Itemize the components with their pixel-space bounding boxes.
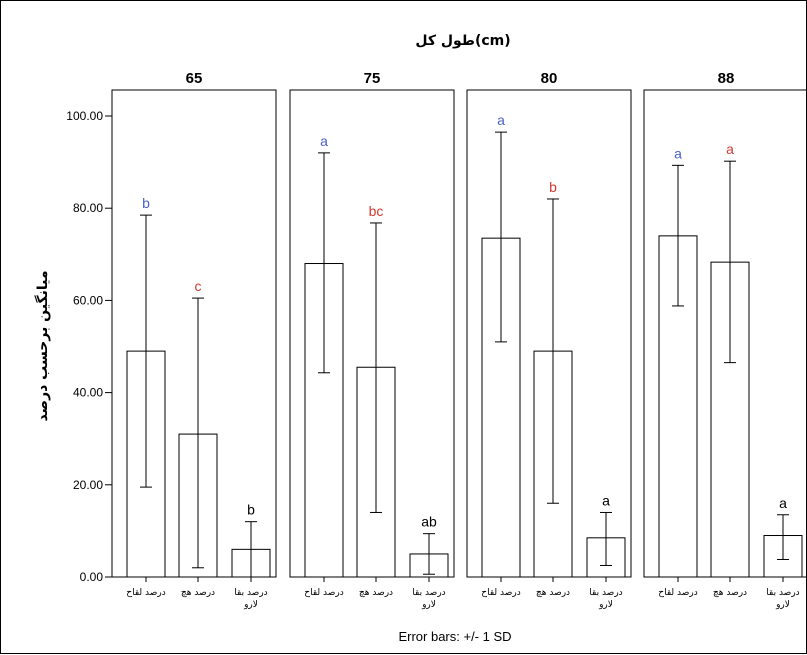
category-label: درصد هچ [359, 588, 393, 598]
significance-letter: bc [369, 203, 384, 219]
significance-letter: a [602, 492, 610, 508]
y-tick-label: 40.00 [73, 386, 103, 400]
panel-88: 88 a درصد لقاح a درصد هچ a درصد بقا لارو [643, 70, 807, 610]
significance-letter: a [320, 133, 328, 149]
category-label: درصد لقاح [658, 588, 697, 598]
category-label: لارو [775, 600, 790, 610]
significance-letter: c [195, 278, 202, 294]
panel-65: 65 b درصد لقاح c درصد هچ b درصد بقا لارو [111, 70, 277, 610]
y-tick-label: 100.00 [66, 109, 103, 123]
panel-75: 75 a درصد لقاح bc درصد هچ ab درصد بقا لارو [289, 70, 455, 610]
category-label: درصد بقا [766, 588, 799, 598]
y-tick-label: 0.00 [80, 570, 104, 584]
category-label: درصد بقا [412, 588, 445, 598]
y-tick-label: 60.00 [73, 293, 103, 307]
significance-letter: a [674, 145, 682, 161]
panel-label: 80 [541, 70, 558, 87]
y-tick-label: 80.00 [73, 201, 103, 215]
category-label: درصد بقا [589, 588, 622, 598]
significance-letter: b [549, 179, 557, 195]
category-label: لارو [421, 600, 436, 610]
panel-label: 65 [186, 70, 203, 87]
category-label: درصد لقاح [126, 588, 165, 598]
chart-title: طول کل(cm) [415, 33, 510, 49]
significance-letter: a [726, 141, 734, 157]
category-label: درصد هچ [181, 588, 215, 598]
category-label: درصد هچ [713, 588, 747, 598]
panels: 65 b درصد لقاح c درصد هچ b درصد بقا لارو 75 a درصد… [111, 70, 807, 610]
category-label: درصد هچ [536, 588, 570, 598]
panel-label: 88 [718, 70, 735, 87]
panel-label: 75 [364, 70, 381, 87]
category-label: درصد لقاح [304, 588, 343, 598]
category-label: لارو [598, 600, 613, 610]
y-axis: 0.00 20.00 40.00 60.00 80.00 100.00 [66, 90, 113, 584]
category-label: درصد لقاح [481, 588, 520, 598]
error-bar-footnote: Error bars: +/- 1 SD [398, 629, 511, 644]
significance-letter: ab [421, 514, 437, 530]
y-axis-label: میانگین برحسب درصد [34, 270, 51, 421]
category-label: درصد بقا [234, 588, 267, 598]
y-tick-label: 20.00 [73, 478, 103, 492]
significance-letter: b [247, 502, 255, 518]
significance-letter: a [497, 112, 505, 128]
significance-letter: a [779, 495, 787, 511]
category-label: لارو [243, 600, 258, 610]
significance-letter: b [142, 195, 150, 211]
panel-80: 80 a درصد لقاح b درصد هچ a درصد بقا لارو [466, 70, 632, 610]
